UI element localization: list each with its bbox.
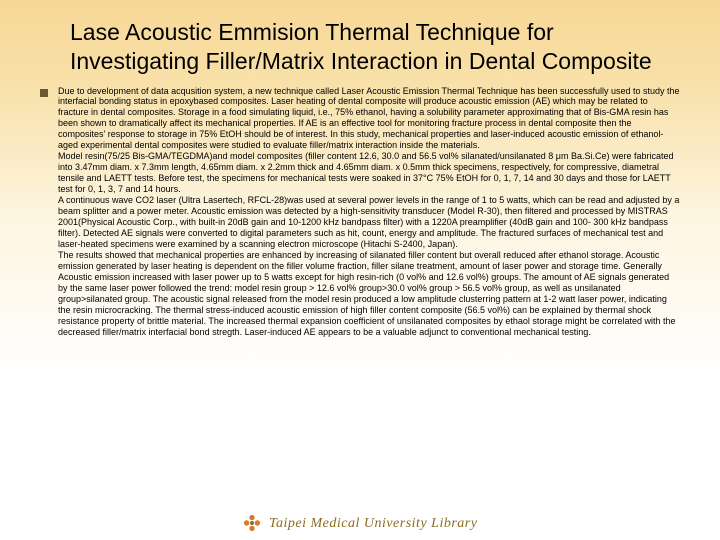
footer-text: Taipei Medical University Library	[269, 516, 477, 531]
bullet-icon	[40, 89, 48, 97]
slide-title: Lase Acoustic Emmision Thermal Technique…	[70, 18, 680, 76]
slide-body-text: Due to development of data acqusition sy…	[58, 86, 680, 338]
flower-logo-icon	[243, 514, 261, 532]
footer: Taipei Medical University Library	[0, 514, 720, 532]
content-wrapper: Due to development of data acqusition sy…	[70, 86, 680, 338]
slide-container: Lase Acoustic Emmision Thermal Technique…	[0, 0, 720, 540]
